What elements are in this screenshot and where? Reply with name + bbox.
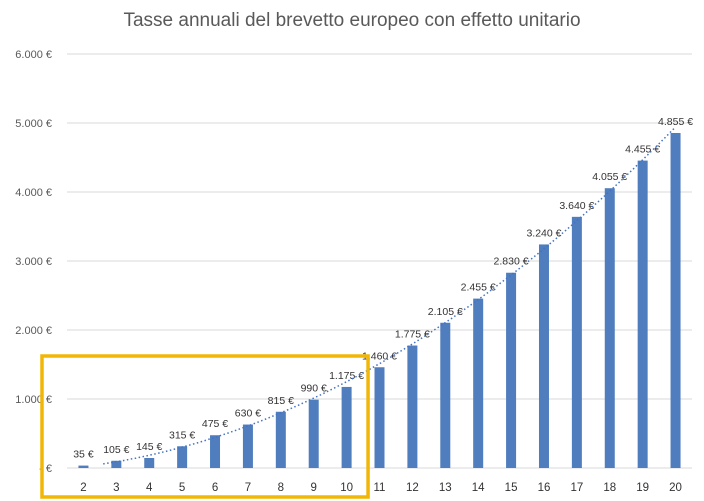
- bar: [473, 298, 484, 468]
- data-label: 630 €: [235, 408, 261, 420]
- x-tick-label: 8: [278, 482, 284, 494]
- data-label: 3.240 €: [526, 227, 561, 239]
- bar: [538, 244, 549, 468]
- bar: [308, 399, 319, 468]
- bar: [275, 411, 286, 468]
- data-label: 1.460 €: [362, 350, 397, 362]
- chart-title: Tasse annuali del brevetto europeo con e…: [123, 10, 581, 31]
- x-tick-label: 19: [636, 482, 649, 494]
- x-tick-label: 10: [340, 482, 353, 494]
- x-tick-label: 3: [113, 482, 119, 494]
- bar: [242, 424, 253, 468]
- bar: [177, 446, 188, 468]
- bar: [506, 272, 517, 468]
- bar: [111, 460, 122, 468]
- x-tick-label: 4: [146, 482, 153, 494]
- bar: [78, 465, 89, 468]
- x-tick-label: 9: [311, 482, 317, 494]
- data-label: 2.455 €: [461, 282, 496, 294]
- x-tick-label: 16: [538, 482, 551, 494]
- bar: [440, 322, 451, 468]
- y-tick-label: 1.000 €: [15, 394, 52, 406]
- y-tick-label: 3.000 €: [15, 256, 52, 268]
- data-label: 105 €: [103, 444, 129, 456]
- x-tick-label: 13: [439, 482, 452, 494]
- data-label: 4.055 €: [592, 171, 627, 183]
- data-label: 815 €: [268, 395, 294, 407]
- data-label: 1.775 €: [395, 329, 430, 341]
- data-label: 3.640 €: [559, 200, 594, 212]
- x-tick-label: 7: [245, 482, 251, 494]
- trendline: [103, 126, 677, 465]
- data-label: 1.175 €: [329, 370, 364, 382]
- data-label: 2.830 €: [494, 256, 529, 268]
- data-label: 475 €: [202, 418, 228, 430]
- data-label: 145 €: [136, 441, 162, 453]
- x-tick-label: 2: [80, 482, 86, 494]
- x-tick-label: 6: [212, 482, 218, 494]
- y-tick-label: 2.000 €: [15, 325, 52, 337]
- x-tick-label: 14: [472, 482, 485, 494]
- x-tick-label: 5: [179, 482, 185, 494]
- x-tick-label: 12: [406, 482, 419, 494]
- bar: [407, 345, 418, 468]
- x-tick-label: 15: [505, 482, 518, 494]
- x-tick-label: 11: [374, 482, 386, 494]
- x-tick-label: 20: [669, 482, 682, 494]
- data-label: 990 €: [301, 383, 327, 395]
- bar: [144, 457, 155, 468]
- data-label: 4.455 €: [625, 144, 660, 156]
- bar: [571, 216, 582, 468]
- data-label: 35 €: [73, 449, 94, 461]
- bar: [374, 367, 385, 468]
- highlight-box: [40, 354, 370, 499]
- y-tick-label: 5.000 €: [15, 118, 52, 130]
- data-label: 2.105 €: [428, 306, 463, 318]
- bar: [341, 386, 352, 468]
- y-tick-label: 4.000 €: [15, 187, 52, 199]
- bar: [670, 133, 681, 468]
- data-label: 315 €: [169, 429, 195, 441]
- y-tick-label: 6.000 €: [15, 49, 52, 61]
- bar: [604, 188, 615, 468]
- bar: [210, 435, 221, 468]
- bar: [637, 160, 648, 469]
- data-label: 4.855 €: [658, 116, 693, 128]
- x-tick-label: 17: [570, 482, 583, 494]
- x-tick-label: 18: [603, 482, 616, 494]
